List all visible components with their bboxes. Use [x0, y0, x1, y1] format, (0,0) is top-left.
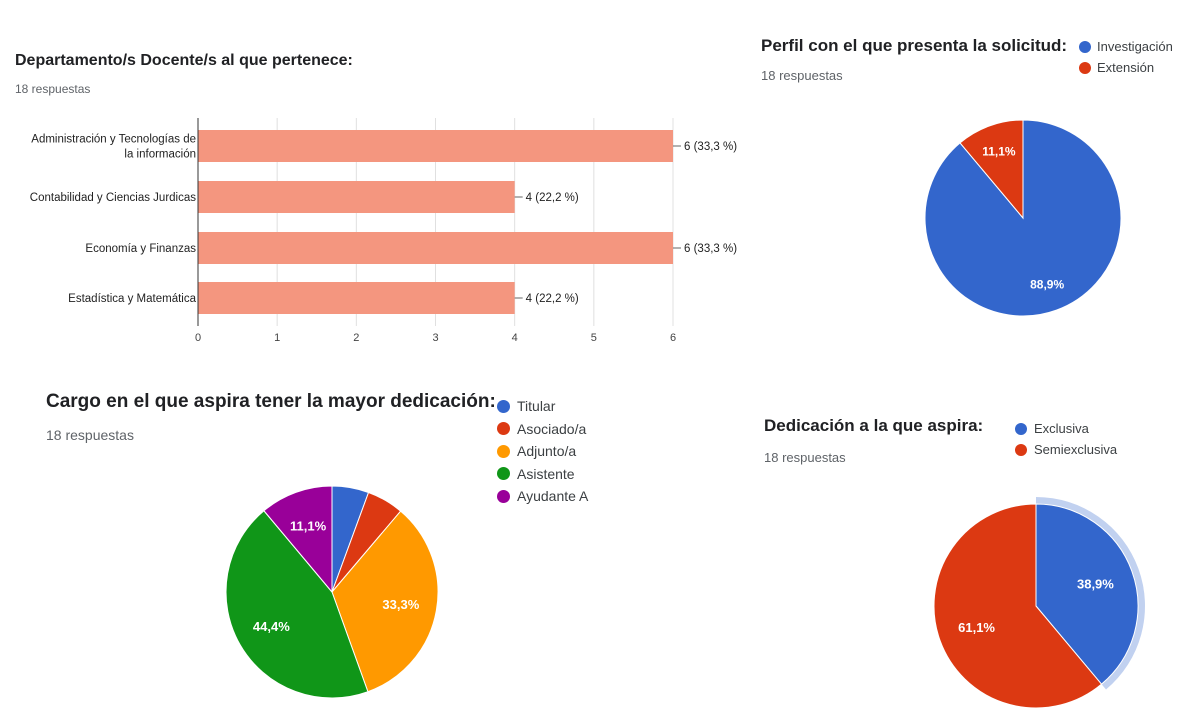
pie-slice-label: 44,4%	[253, 619, 290, 634]
pie-slice-label: 61,1%	[958, 620, 995, 635]
perfil-legend: Investigación Extensión	[1079, 36, 1173, 78]
pie-slice	[959, 119, 1024, 220]
legend-dot-red	[497, 422, 510, 436]
pie-slice	[331, 510, 439, 693]
dedicacion-legend: Exclusiva Semiexclusiva	[1015, 418, 1117, 460]
pie-slice	[933, 503, 1103, 709]
x-tick-label: 5	[591, 332, 597, 344]
data-label: 6 (33,3 %)	[684, 243, 737, 255]
cargo-responses: 18 respuestas	[46, 427, 134, 443]
bar	[198, 181, 515, 213]
category-label: Estadística y Matemática	[68, 293, 196, 305]
perfil-pie-chart: 88,9% 11,1%	[924, 119, 1122, 317]
x-tick-label: 2	[353, 332, 359, 344]
departamento-bar-chart: 0 1 2 3 4 5 6 Administración y Tecnologías de la…	[30, 118, 737, 344]
bar	[198, 282, 515, 314]
dedicacion-pie-chart: 38,9% 61,1%	[933, 497, 1145, 709]
departamento-responses: 18 respuestas	[15, 82, 91, 96]
data-label: 4 (22,2 %)	[526, 293, 579, 305]
perfil-responses: 18 respuestas	[761, 68, 843, 83]
x-tick-label: 3	[432, 332, 438, 344]
legend-dot-green	[497, 467, 510, 481]
legend-label: Asociado/a	[517, 420, 587, 437]
bar	[198, 130, 673, 162]
category-label: la información	[124, 149, 196, 161]
legend-dot-orange	[497, 444, 510, 458]
legend-dot-blue	[1015, 422, 1027, 435]
x-tick-label: 1	[274, 332, 280, 344]
legend-item-semiexclusiva[interactable]: Semiexclusiva	[1015, 439, 1117, 460]
legend-item-extension[interactable]: Extensión	[1079, 57, 1173, 78]
legend-label: Semiexclusiva	[1034, 442, 1118, 457]
departamento-title: Departamento/s Docente/s al que pertenec…	[15, 52, 353, 69]
legend-item-ayudante[interactable]: Ayudante A	[497, 485, 588, 508]
x-tick-label: 0	[195, 332, 201, 344]
legend-item-asistente[interactable]: Asistente	[497, 463, 588, 486]
pie-slice	[225, 510, 369, 699]
legend-label: Ayudante A	[517, 488, 589, 505]
legend-item-adjunto[interactable]: Adjunto/a	[497, 440, 588, 463]
legend-label: Titular	[517, 398, 556, 415]
legend-dot-blue	[1079, 40, 1091, 53]
pie-slice-label: 33,3%	[382, 597, 419, 612]
legend-dot-purple	[497, 489, 510, 503]
pie-slice-label: 11,1%	[982, 145, 1016, 159]
legend-dot-red	[1079, 61, 1091, 74]
data-label: 4 (22,2 %)	[526, 192, 579, 204]
pie-slice	[1035, 503, 1139, 685]
pie-slice-label: 11,1%	[290, 519, 327, 534]
legend-item-exclusiva[interactable]: Exclusiva	[1015, 418, 1117, 439]
legend-label: Adjunto/a	[517, 443, 577, 460]
legend-label: Investigación	[1097, 39, 1173, 54]
legend-dot-red	[1015, 443, 1027, 456]
cargo-legend: Titular Asociado/a Adjunto/a Asistente A…	[497, 395, 588, 508]
legend-label: Exclusiva	[1034, 421, 1089, 436]
data-label: 6 (33,3 %)	[684, 141, 737, 153]
legend-dot-blue	[497, 399, 510, 413]
legend-label: Asistente	[517, 465, 575, 482]
legend-item-asociado[interactable]: Asociado/a	[497, 418, 588, 441]
dedicacion-responses: 18 respuestas	[764, 450, 846, 465]
category-label: Contabilidad y Ciencias Jurdicas	[30, 192, 196, 204]
bar	[198, 232, 673, 264]
category-label: Administración y Tecnologías de	[31, 134, 196, 146]
perfil-title: Perfil con el que presenta la solicitud:	[761, 36, 1068, 55]
pie-slice-label: 38,9%	[1077, 577, 1114, 592]
category-label: Economía y Finanzas	[85, 243, 196, 255]
legend-item-investigacion[interactable]: Investigación	[1079, 36, 1173, 57]
legend-item-titular[interactable]: Titular	[497, 395, 588, 418]
dedicacion-title: Dedicación a la que aspira:	[764, 416, 984, 435]
pie-slice	[263, 485, 333, 594]
cargo-pie-chart: 33,3% 44,4% 11,1%	[225, 485, 439, 699]
x-tick-label: 4	[512, 332, 518, 344]
pie-slice-label: 88,9%	[1030, 277, 1064, 291]
legend-label: Extensión	[1097, 60, 1155, 75]
cargo-title: Cargo en el que aspira tener la mayor de…	[46, 391, 496, 412]
x-tick-label: 6	[670, 332, 676, 344]
